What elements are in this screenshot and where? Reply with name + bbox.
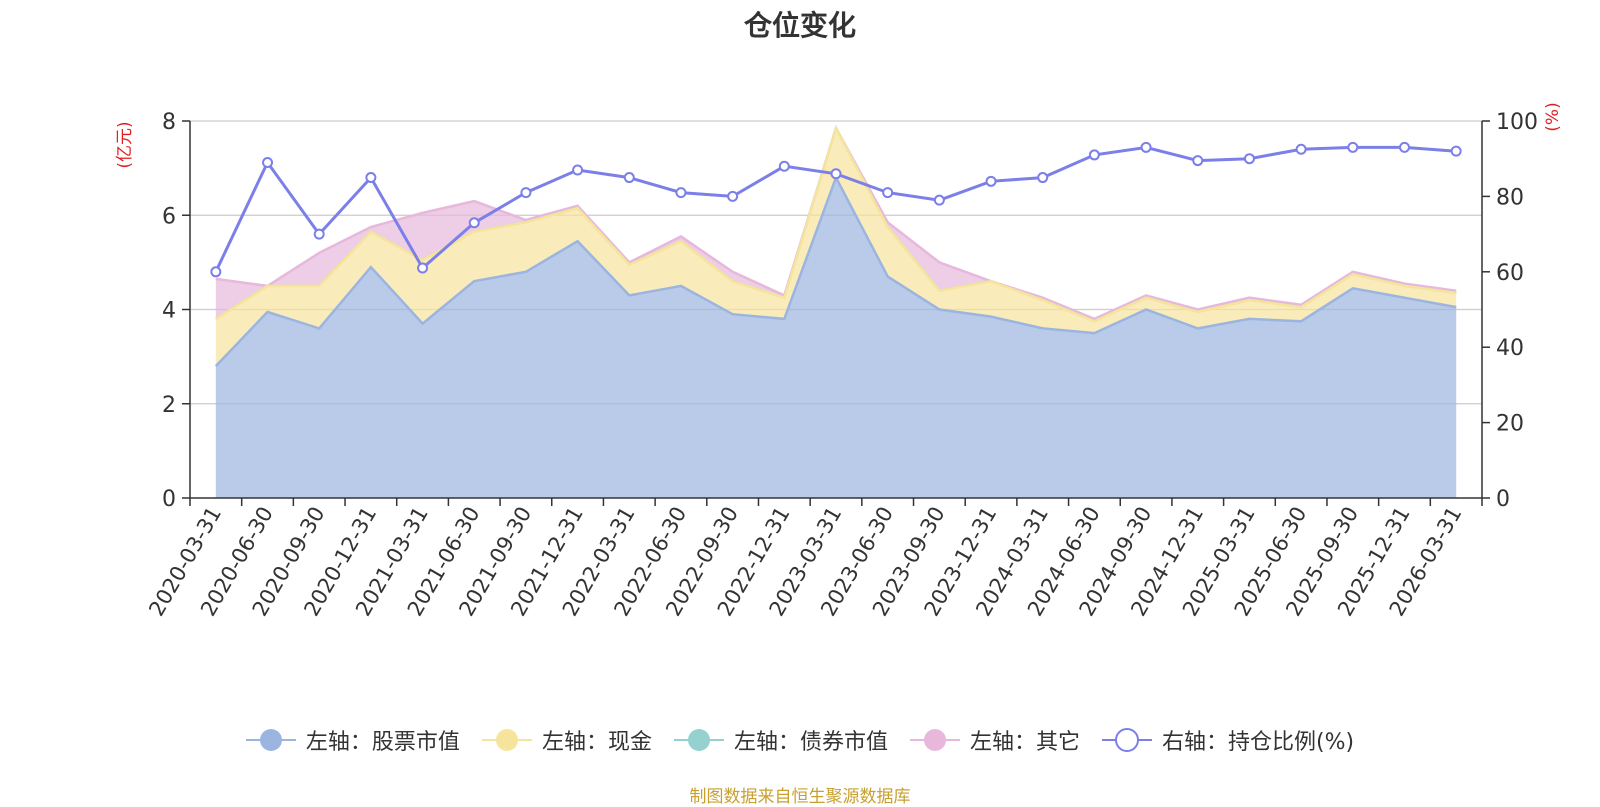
ratio-point xyxy=(675,187,687,199)
legend-label: 左轴：股票市值 xyxy=(305,730,460,755)
ratio-point xyxy=(1295,143,1307,155)
y-left-tick-label: 0 xyxy=(162,487,176,512)
legend-label: 左轴：债券市值 xyxy=(733,730,888,755)
y-right-tick-label: 100 xyxy=(1496,110,1538,135)
legend-item-3[interactable]: 左轴：其它 xyxy=(909,724,1080,756)
legend: 左轴：股票市值 左轴：现金 左轴：债券市值 左轴：其它 右轴：持仓比例(%) xyxy=(0,722,1600,758)
y-right-unit-label: (%) xyxy=(1543,102,1563,131)
legend-swatch-icon xyxy=(1101,728,1152,752)
legend-item-2[interactable]: 左轴：债券市值 xyxy=(673,724,888,756)
ratio-point xyxy=(933,194,945,206)
ratio-point xyxy=(623,172,635,184)
ratio-point xyxy=(417,262,429,274)
ratio-point xyxy=(365,172,377,184)
y-left-unit-label: (亿元) xyxy=(115,121,135,168)
ratio-point xyxy=(1192,155,1204,167)
y-left-tick-label: 2 xyxy=(162,393,176,418)
ratio-point xyxy=(520,187,532,199)
legend-label: 右轴：持仓比例(%) xyxy=(1161,730,1355,755)
legend-label: 左轴：现金 xyxy=(541,730,652,755)
legend-label: 左轴：其它 xyxy=(969,730,1080,755)
y-left-tick-label: 6 xyxy=(162,204,176,229)
ratio-point xyxy=(1140,141,1152,153)
area-3 xyxy=(215,128,1457,322)
area-1 xyxy=(215,128,1457,367)
ratio-point xyxy=(778,160,790,172)
ratio-point xyxy=(572,164,584,176)
y-right-tick-label: 60 xyxy=(1496,261,1524,286)
ratio-point xyxy=(210,266,222,278)
y-left-tick-label: 4 xyxy=(162,299,176,324)
ratio-line xyxy=(210,141,1462,278)
ratio-point xyxy=(1243,153,1255,165)
source-note: 制图数据来自恒生聚源数据库 xyxy=(689,787,911,807)
chart-title: 仓位变化 xyxy=(743,9,856,42)
legend-swatch-icon xyxy=(909,729,960,751)
area-0 xyxy=(215,177,1457,498)
y-right-tick-label: 80 xyxy=(1496,185,1524,210)
y-left-tick-label: 8 xyxy=(162,110,176,135)
legend-swatch-icon xyxy=(481,729,532,751)
y-right-tick-label: 20 xyxy=(1496,412,1524,437)
ratio-point xyxy=(830,168,842,180)
ratio-point xyxy=(1088,149,1100,161)
legend-item-0[interactable]: 左轴：股票市值 xyxy=(245,724,460,756)
y-right-tick-label: 0 xyxy=(1496,487,1510,512)
legend-item-4[interactable]: 右轴：持仓比例(%) xyxy=(1101,724,1355,756)
ratio-point xyxy=(882,187,894,199)
ratio-point xyxy=(1037,172,1049,184)
ratio-point xyxy=(985,175,997,187)
ratio-point xyxy=(1398,141,1410,153)
ratio-point xyxy=(1450,145,1462,157)
ratio-point xyxy=(727,190,739,202)
ratio-point xyxy=(313,228,325,240)
stacked-areas xyxy=(214,124,1457,498)
ratio-point xyxy=(262,156,274,168)
legend-item-1[interactable]: 左轴：现金 xyxy=(481,724,652,756)
ratio-point xyxy=(468,217,480,229)
ratio-point xyxy=(1347,141,1359,153)
area-edge-1 xyxy=(215,124,1457,323)
y-right-tick-label: 40 xyxy=(1496,336,1524,361)
legend-swatch-icon xyxy=(673,729,724,751)
legend-swatch-icon xyxy=(245,729,296,751)
